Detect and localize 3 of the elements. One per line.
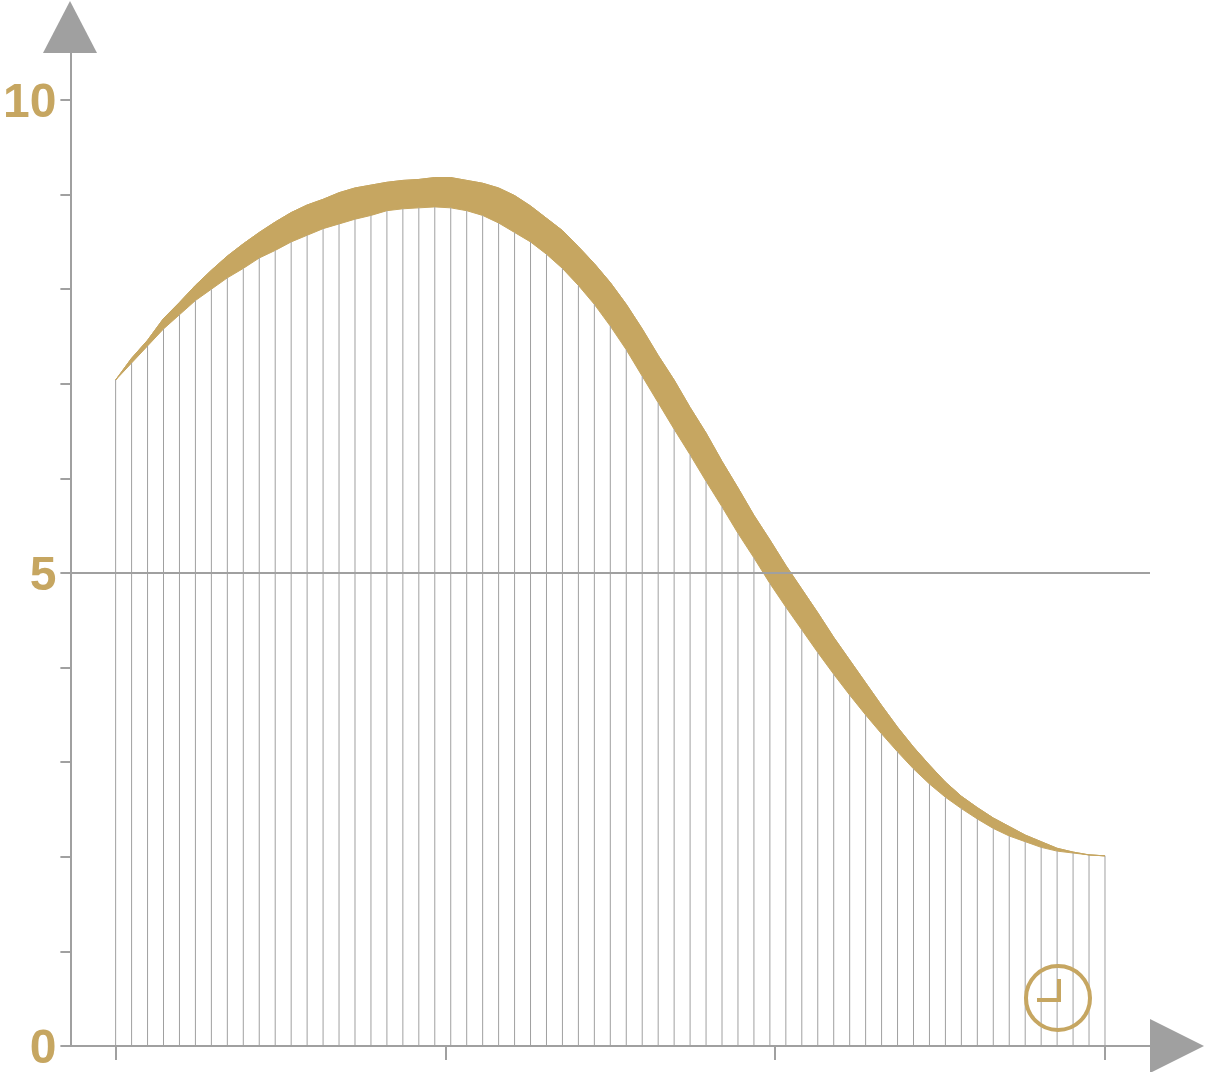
y-tick-label: 10 — [3, 73, 57, 127]
y-tick-label: 5 — [29, 546, 57, 600]
y-tick-label: 0 — [29, 1019, 57, 1072]
